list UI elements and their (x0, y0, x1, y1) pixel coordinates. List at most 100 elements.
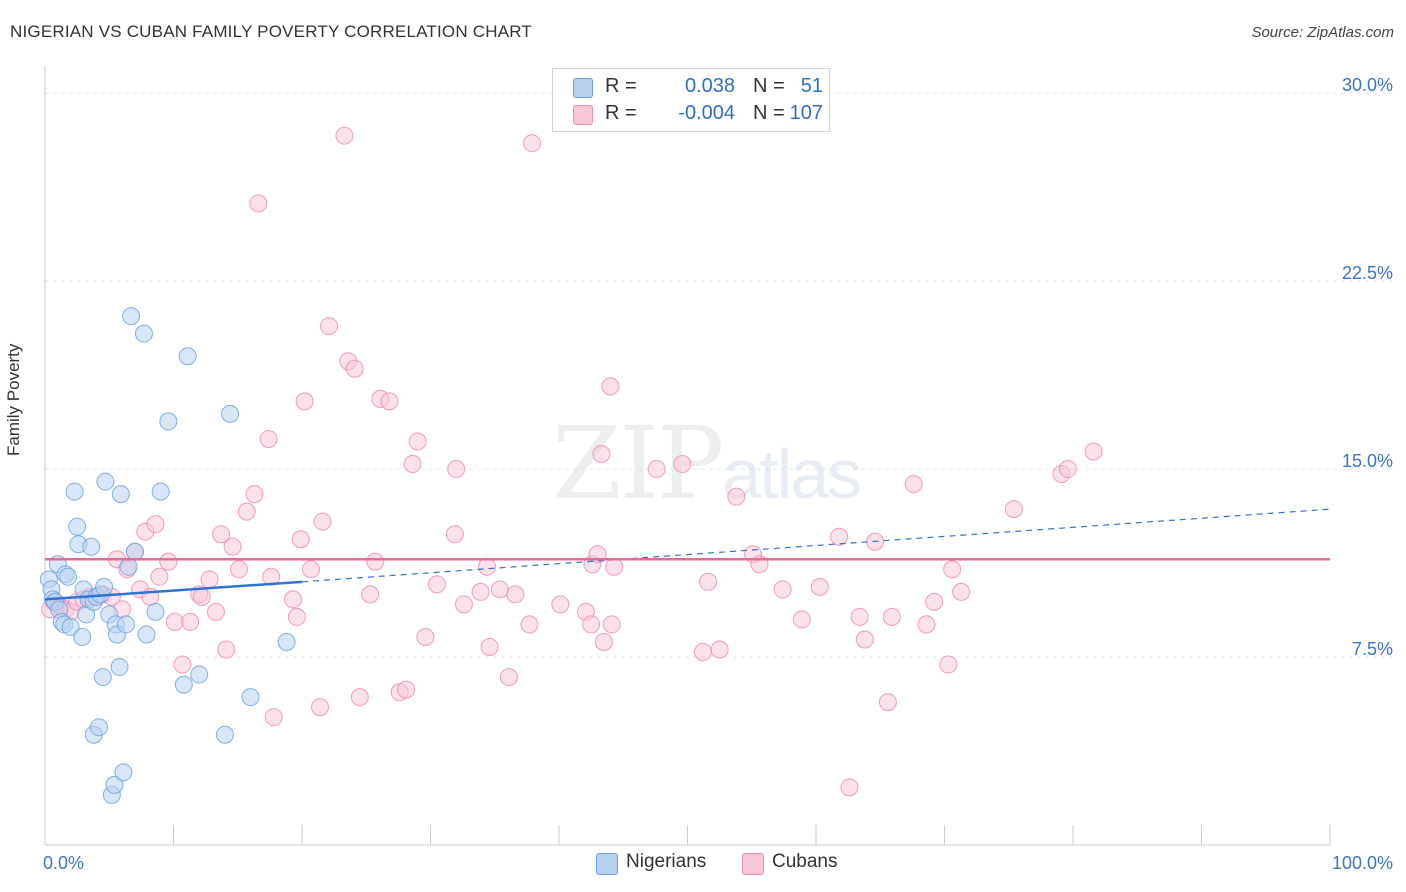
cuban-point (245, 485, 264, 504)
nigerian-point (174, 675, 193, 694)
cuban-point (217, 640, 236, 659)
nigerian-point (134, 324, 153, 343)
nigerian-point (119, 557, 138, 576)
cuban-point (710, 640, 729, 659)
cuban-point (173, 655, 192, 674)
cuban-point (454, 595, 473, 614)
cuban-point (445, 525, 464, 544)
nigerian-point (125, 542, 144, 561)
watermark: ZIPatlas (552, 405, 862, 522)
cuban-point (264, 708, 283, 727)
cuban-point (904, 475, 923, 494)
cuban-point (416, 627, 435, 646)
y-tick-label: 22.5% (1342, 263, 1393, 283)
cuban-point (605, 557, 624, 576)
nigerian-point (277, 632, 296, 651)
nigerians-legend-swatch (596, 853, 618, 875)
nigerian-point (241, 688, 260, 707)
cuban-point (408, 432, 427, 451)
cuban-point (478, 557, 497, 576)
cuban-point (165, 612, 184, 631)
y-axis-label: Family Poverty (4, 343, 23, 456)
legend-n-label: N = (753, 102, 785, 124)
cuban-point (499, 668, 518, 687)
cuban-point (206, 602, 225, 621)
cuban-point (335, 126, 354, 145)
cuban-point (310, 698, 329, 717)
nigerian-point (93, 668, 112, 687)
cuban-point (313, 512, 332, 531)
cuban-point (601, 377, 620, 396)
legend-n-value: 51 (800, 75, 823, 97)
cuban-point (943, 560, 962, 579)
cuban-point (361, 585, 380, 604)
y-tick-label: 7.5% (1352, 639, 1393, 659)
nigerian-trend-line (44, 580, 303, 601)
cuban-point (150, 567, 169, 586)
nigerian-point (151, 482, 170, 501)
cuban-point (917, 615, 936, 634)
x-tick-label: 0.0% (43, 853, 84, 873)
cuban-point (223, 537, 242, 556)
cuban-point (427, 575, 446, 594)
cuban-point (840, 778, 859, 797)
cuban-point (295, 392, 314, 411)
nigerian-point (215, 725, 234, 744)
nigerian-point (159, 412, 178, 431)
cuban-point (830, 527, 849, 546)
cuban-point (380, 392, 399, 411)
cuban-point (523, 134, 542, 153)
nigerian-point (178, 347, 197, 366)
cuban-point (397, 680, 416, 699)
legend-r-value: -0.004 (678, 102, 735, 124)
nigerian-point (114, 763, 133, 782)
cuban-point (230, 560, 249, 579)
nigerian-point (59, 567, 78, 586)
cuban-point (855, 630, 874, 649)
nigerian-point (111, 485, 130, 504)
cuban-point (878, 693, 897, 712)
source-credit: Source: ZipAtlas.com (1251, 24, 1394, 41)
cuban-point (939, 655, 958, 674)
cuban-point (647, 460, 666, 479)
cuban-point (490, 580, 509, 599)
cuban-point (792, 610, 811, 629)
nigerian-point (61, 617, 80, 636)
cuban-point (673, 455, 692, 474)
cuban-point (146, 515, 165, 534)
cuban-point (200, 570, 219, 589)
y-tick-label: 15.0% (1342, 451, 1393, 471)
cuban-point (1058, 460, 1077, 479)
cuban-point (582, 615, 601, 634)
nigerian-point (65, 482, 84, 501)
watermark-zip: ZIP (552, 405, 724, 522)
cuban-point (237, 502, 256, 521)
cuban-point (291, 530, 310, 549)
cuban-point (592, 444, 611, 463)
nigerian-point (95, 577, 114, 596)
watermark-atlas: atlas (722, 435, 862, 513)
y-tick-label: 30.0% (1342, 75, 1393, 95)
cuban-point (471, 582, 490, 601)
nigerian-point (89, 718, 108, 737)
cuban-point (403, 455, 422, 474)
cuban-point (259, 429, 278, 448)
cuban-point (925, 592, 944, 611)
nigerian-point (146, 602, 165, 621)
nigerian-trend-extension (301, 508, 1331, 583)
legend-n-label: N = (753, 75, 785, 97)
cuban-point (1004, 500, 1023, 519)
cuban-point (262, 567, 281, 586)
cuban-point (1084, 442, 1103, 461)
cuban-point (192, 587, 211, 606)
x-tick-label: 100.0% (1332, 853, 1393, 873)
stats-legend: R = 0.038 N = 51 R = -0.004 N = 107 (552, 68, 830, 132)
nigerian-point (137, 625, 156, 644)
cuban-point (594, 632, 613, 651)
cuban-point (882, 607, 901, 626)
nigerian-point (221, 404, 240, 423)
cuban-point (551, 595, 570, 614)
cuban-point (212, 525, 231, 544)
nigerian-point (105, 775, 124, 794)
nigerian-point (110, 658, 129, 677)
